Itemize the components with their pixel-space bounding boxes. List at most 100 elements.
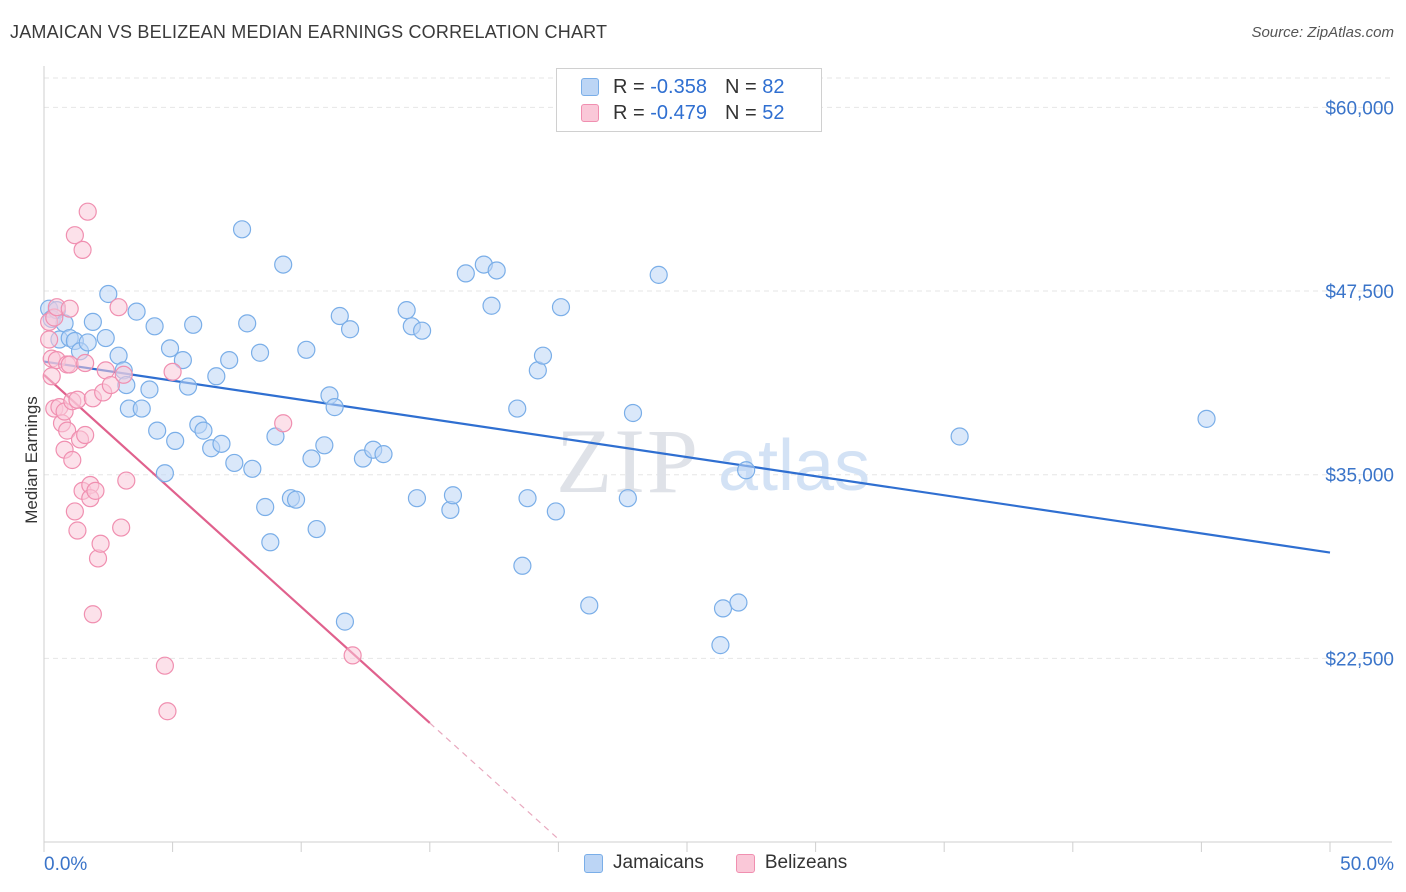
jamaicans-point (441, 500, 460, 520)
x-tick-label: 50.0% (1340, 854, 1394, 875)
jamaicans-point (407, 489, 427, 508)
jamaicans-point (443, 486, 463, 505)
belizeans-swatch (581, 104, 599, 122)
jamaicans-point (330, 306, 349, 326)
jamaicans-n-value: 82 (762, 75, 785, 98)
jamaicans-point (335, 612, 355, 631)
jamaicans-point (729, 593, 748, 612)
jamaicans-point (166, 431, 185, 450)
trend-lines (43, 360, 1331, 840)
jamaicans-point (207, 367, 226, 386)
y-tick-label: $60,000 (1325, 98, 1394, 119)
belizeans-point (86, 481, 105, 500)
belizeans-point (68, 390, 87, 409)
belizeans-point (42, 367, 61, 386)
belizeans-point (83, 605, 102, 624)
y-tick-label: $47,500 (1325, 282, 1394, 303)
belizeans-point (78, 202, 97, 221)
jamaicans-point (482, 296, 501, 315)
source-label: Source: ZipAtlas.com (1251, 24, 1394, 41)
legend-row-belizeans: R = -0.479 N = 52 (581, 101, 784, 125)
y-axis-label: Median Earnings (22, 396, 41, 524)
belizeans-point (274, 414, 293, 433)
legend-n-label: N = (724, 75, 757, 98)
jamaicans-point (178, 377, 198, 396)
gridlines (44, 77, 1392, 659)
jamaicans-points (40, 220, 1216, 655)
legend-item-jamaicans[interactable]: Jamaicans (584, 852, 704, 874)
jamaicans-point (546, 502, 565, 521)
legend-n-label: N = (724, 101, 757, 124)
belizeans-points (40, 202, 362, 721)
jamaicans-point (325, 398, 344, 417)
jamaicans-point (256, 497, 275, 517)
jamaicans-point (551, 298, 571, 317)
jamaicans-point (225, 453, 244, 473)
belizeans-point (65, 502, 84, 521)
jamaicans-point (148, 421, 167, 440)
jamaicans-point (238, 314, 257, 333)
jamaicans-point (250, 343, 270, 362)
jamaicans-point (232, 220, 252, 239)
jamaicans-point (302, 449, 321, 468)
jamaicans-point (286, 490, 306, 509)
jamaicans-point (160, 339, 180, 358)
y-tick-label: $35,000 (1325, 466, 1394, 487)
jamaicans-point (513, 556, 532, 575)
jamaicans-point (737, 461, 756, 480)
jamaicans-point (456, 264, 475, 283)
jamaicans-point (173, 350, 192, 370)
belizeans-point (60, 299, 79, 318)
belizeans-point (40, 330, 59, 349)
jamaicans-point (487, 261, 506, 280)
belizeans-point (91, 534, 110, 553)
jamaicans-point (950, 427, 969, 446)
belizeans-point (63, 450, 82, 470)
jamaicans-legend-label: Jamaicans (613, 852, 704, 873)
jamaicans-point (96, 328, 115, 348)
belizeans-point (88, 549, 108, 568)
x-tick-label: 0.0% (44, 854, 87, 875)
jamaicans-point (127, 302, 146, 321)
belizeans-point (68, 521, 87, 540)
legend-item-belizeans[interactable]: Belizeans (735, 852, 848, 874)
jamaicans-point (297, 340, 316, 359)
belizeans-point (158, 702, 177, 721)
belizeans-legend-swatch (735, 853, 755, 873)
jamaicans-point (713, 599, 733, 618)
belizeans-point (343, 646, 362, 665)
jamaicans-point (220, 350, 239, 370)
jamaicans-point (649, 265, 668, 284)
jamaicans-point (212, 434, 231, 453)
jamaicans-legend-swatch (584, 853, 603, 873)
belizeans-n-value: 52 (762, 101, 785, 124)
jamaicans-point (623, 403, 643, 423)
legend-row-jamaicans: R = -0.358 N = 82 (581, 75, 784, 99)
jamaicans-point (315, 436, 334, 455)
jamaicans-point (194, 421, 213, 440)
jamaicans-point (83, 312, 102, 331)
jamaicans-point (1197, 409, 1216, 428)
belizeans-point (112, 518, 131, 537)
y-tick-labels: $22,500 $35,000 $47,500 $60,000 (1325, 98, 1394, 670)
jamaicans-point (518, 489, 537, 508)
series-legend: Jamaicans Belizeans (584, 852, 879, 874)
y-tick-label: $22,500 (1325, 649, 1394, 670)
belizeans-r-value: -0.479 (650, 101, 707, 124)
jamaicans-point (307, 519, 326, 539)
chart-title: JAMAICAN VS BELIZEAN MEDIAN EARNINGS COR… (10, 22, 608, 42)
belizeans-point (114, 365, 133, 384)
jamaicans-point (99, 284, 118, 304)
jamaicans-point (412, 321, 432, 340)
jamaicans-trend-line (43, 360, 1331, 554)
belizeans-point (155, 656, 174, 675)
belizeans-legend-label: Belizeans (764, 852, 848, 873)
jamaicans-point (184, 315, 203, 334)
jamaicans-point (533, 346, 553, 365)
belizeans-point (65, 226, 84, 245)
jamaicans-point (132, 399, 151, 418)
belizeans-point (73, 240, 92, 259)
jamaicans-swatch (581, 78, 599, 96)
correlation-legend: R = -0.358 N = 82 R = -0.479 N = 52 (556, 68, 822, 132)
jamaicans-point (78, 333, 97, 352)
